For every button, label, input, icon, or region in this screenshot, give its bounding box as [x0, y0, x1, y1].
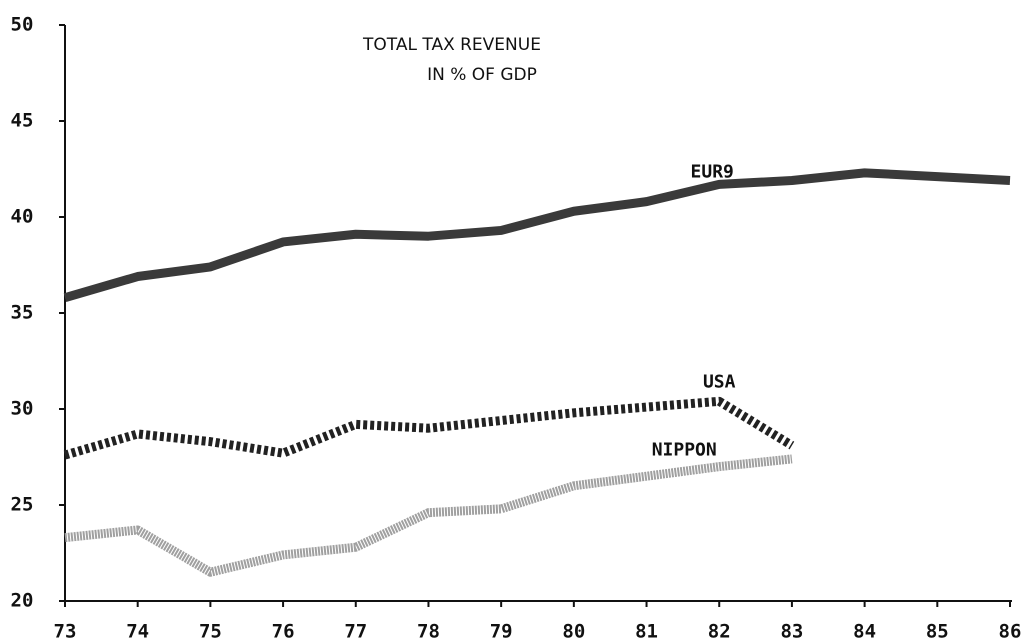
- x-tick-label: 73: [54, 621, 77, 643]
- x-tick-label: 79: [490, 621, 513, 643]
- chart-title: TOTAL TAX REVENUE: [362, 35, 541, 55]
- x-tick-label: 74: [126, 621, 149, 643]
- x-tick-label: 75: [199, 621, 222, 643]
- y-tick-label: 20: [11, 590, 34, 612]
- x-tick-label: 78: [417, 621, 440, 643]
- series-label: NIPPON: [652, 440, 717, 461]
- x-tick-label: 84: [853, 621, 876, 643]
- x-tick-label: 82: [708, 621, 731, 643]
- x-tick-label: 80: [562, 621, 585, 643]
- x-tick-label: 83: [780, 621, 803, 643]
- x-tick-label: 77: [344, 621, 367, 643]
- y-tick-label: 40: [11, 206, 34, 228]
- x-tick-label: 76: [272, 621, 295, 643]
- x-tick-label: 85: [926, 621, 949, 643]
- y-tick-label: 30: [11, 398, 34, 420]
- series-line: [63, 396, 795, 460]
- y-tick-label: 35: [11, 302, 34, 324]
- y-tick-label: 25: [11, 494, 34, 516]
- x-tick-label: 86: [999, 621, 1022, 643]
- x-tick-label: 81: [635, 621, 658, 643]
- series-line: [63, 168, 1011, 302]
- series-label: USA: [703, 371, 736, 392]
- y-tick-label: 45: [11, 110, 34, 132]
- y-tick-label: 50: [11, 14, 34, 36]
- series-label: EUR9: [691, 161, 734, 182]
- chart-subtitle: IN % OF GDP: [427, 65, 537, 85]
- series-line: [64, 454, 793, 577]
